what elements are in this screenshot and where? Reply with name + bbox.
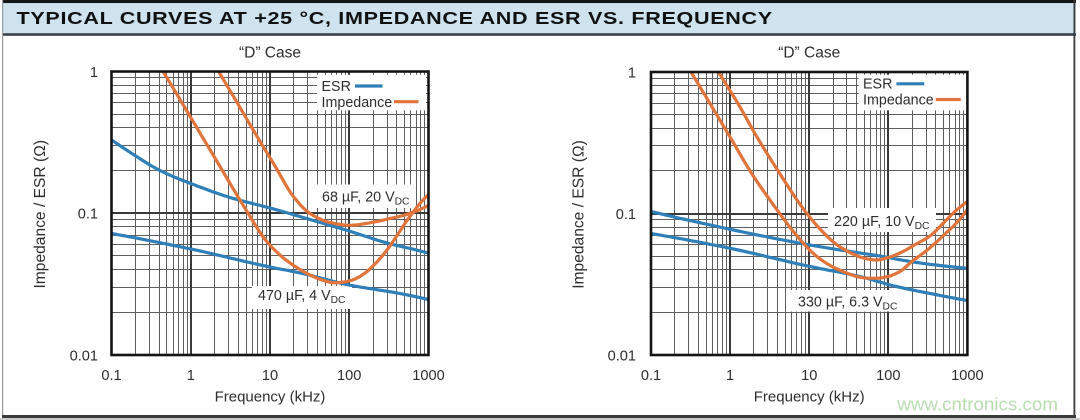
svg-text:100: 100 — [876, 368, 900, 384]
svg-text:1000: 1000 — [951, 368, 983, 384]
svg-text:“D” Case: “D” Case — [239, 45, 301, 62]
svg-text:1000: 1000 — [412, 368, 444, 384]
svg-text:0.1: 0.1 — [78, 207, 98, 223]
svg-text:330 µF, 6.3 VDC: 330 µF, 6.3 VDC — [798, 295, 898, 313]
svg-text:0.01: 0.01 — [70, 348, 98, 364]
svg-text:Impedance / ESR (Ω): Impedance / ESR (Ω) — [571, 140, 588, 289]
svg-text:470 µF, 4 VDC: 470 µF, 4 VDC — [258, 288, 346, 306]
svg-text:Impedance: Impedance — [322, 95, 393, 111]
svg-text:10: 10 — [262, 368, 278, 384]
svg-text:1: 1 — [628, 65, 636, 81]
svg-text:Frequency (kHz): Frequency (kHz) — [754, 389, 865, 406]
svg-text:www.cntronics.com: www.cntronics.com — [896, 394, 1058, 415]
svg-text:“D” Case: “D” Case — [778, 45, 840, 62]
svg-text:1: 1 — [90, 65, 98, 81]
svg-text:TYPICAL CURVES AT +25 °C, IMPE: TYPICAL CURVES AT +25 °C, IMPEDANCE AND … — [17, 9, 773, 29]
svg-text:ESR: ESR — [322, 79, 351, 95]
svg-text:0.1: 0.1 — [616, 207, 636, 223]
svg-text:Impedance / ESR (Ω): Impedance / ESR (Ω) — [32, 140, 49, 289]
svg-text:100: 100 — [337, 368, 361, 384]
svg-text:Frequency (kHz): Frequency (kHz) — [215, 389, 326, 406]
svg-text:0.01: 0.01 — [608, 348, 636, 364]
svg-text:ESR: ESR — [863, 77, 892, 93]
svg-text:Impedance: Impedance — [863, 92, 934, 108]
svg-text:10: 10 — [801, 368, 817, 384]
svg-text:1: 1 — [726, 368, 734, 384]
svg-text:0.1: 0.1 — [641, 368, 661, 384]
svg-text:68 µF, 20 VDC: 68 µF, 20 VDC — [322, 190, 410, 208]
svg-text:0.1: 0.1 — [101, 368, 121, 384]
svg-text:220 µF, 10 VDC: 220 µF, 10 VDC — [834, 214, 930, 232]
svg-text:1: 1 — [187, 368, 195, 384]
